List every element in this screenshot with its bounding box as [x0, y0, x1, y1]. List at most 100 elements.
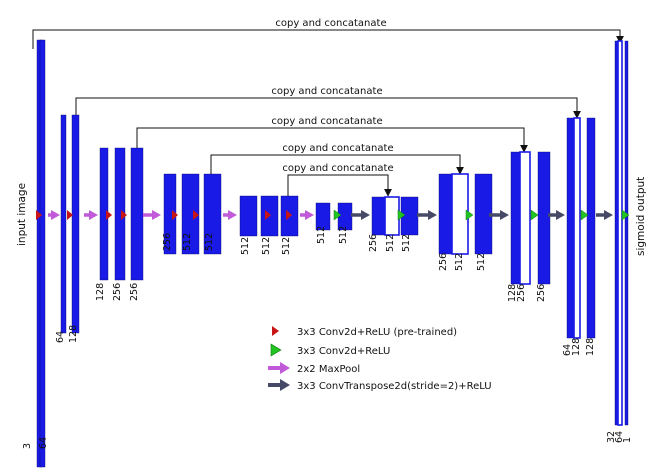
upconv-arrow-icon [351, 210, 370, 220]
channel-label: 512 [240, 237, 251, 255]
channel-label: 128 [507, 284, 518, 302]
skip-connection: copy and concatanate [32, 18, 624, 49]
legend-label-conv-pretrained: 3x3 Conv2d+ReLU (pre-trained) [297, 327, 457, 338]
channel-label: 64 [38, 437, 49, 449]
feature-block [586, 117, 596, 339]
conv-pretrained-arrow-icon [36, 210, 42, 220]
legend-item-maxpool: 2x2 MaxPool [268, 362, 360, 375]
maxpool-arrow-icon [48, 210, 60, 220]
feature-block [510, 151, 521, 285]
conv-pretrained-arrow-icon [193, 210, 199, 220]
feature-block [537, 151, 551, 285]
channel-label: 512 [476, 253, 487, 271]
legend-red-triangle-icon [272, 326, 279, 336]
input-label: input image [16, 183, 28, 246]
feature-block [130, 147, 144, 281]
upconv-arrow-icon [489, 210, 509, 220]
feature-block [438, 173, 454, 255]
skip-connection-label: copy and concatanate [271, 86, 382, 97]
feature-block [315, 202, 331, 231]
conv-arrow-icon [580, 209, 589, 221]
channel-label: 512 [338, 226, 349, 244]
channel-label: 256 [438, 253, 449, 271]
concat-block [617, 40, 623, 426]
feature-block [60, 114, 67, 334]
conv-arrow-icon [333, 209, 342, 221]
channel-label: 64 [614, 431, 625, 443]
channel-label: 256 [368, 234, 379, 252]
skip-connections: copy and concatanate copy and concatanate… [32, 18, 624, 202]
output-label: sigmoid output [635, 177, 647, 256]
skip-connection-line [136, 127, 528, 158]
channel-label: 128 [571, 338, 582, 356]
feature-block [39, 39, 46, 468]
maxpool-arrow-icon [84, 210, 98, 220]
operation-arrows [36, 209, 630, 221]
feature-block [71, 114, 80, 334]
channel-label: 3 [22, 443, 33, 449]
feature-block [566, 117, 575, 339]
channel-label: 512 [401, 234, 412, 252]
legend-item-conv: 3x3 Conv2d+ReLU [270, 343, 390, 357]
skip-connection-line [287, 174, 392, 202]
skip-connection-label: copy and concatanate [275, 18, 386, 29]
channel-label: 256 [162, 233, 173, 251]
concat-block [384, 196, 400, 236]
channel-label: 128 [68, 325, 79, 343]
legend: 3x3 Conv2d+ReLU (pre-trained) 3x3 Conv2d… [268, 326, 492, 392]
skip-connection: copy and concatanate [75, 86, 581, 124]
skip-connection-label: copy and concatanate [271, 116, 382, 127]
channel-label: 512 [261, 237, 272, 255]
conv-arrow-icon [530, 209, 539, 221]
concat-block [451, 173, 469, 255]
legend-label-maxpool: 2x2 MaxPool [297, 364, 360, 375]
conv-pretrained-arrow-icon [121, 210, 127, 220]
conv-pretrained-arrow-icon [67, 210, 73, 220]
conv-pretrained-arrow-icon [265, 210, 271, 220]
skip-connection-label: copy and concatanate [282, 163, 393, 174]
channel-label: 128 [585, 338, 596, 356]
channel-label: 512 [454, 253, 465, 271]
feature-block [371, 196, 386, 236]
legend-green-triangle-icon [270, 343, 282, 357]
maxpool-arrow-icon [300, 210, 314, 220]
channel-label: 1 [622, 437, 633, 443]
channel-label: 512 [385, 234, 396, 252]
conv-arrow-icon [465, 209, 474, 221]
skip-connection-line [32, 29, 624, 49]
legend-label-conv: 3x3 Conv2d+ReLU [297, 346, 390, 357]
channel-label: 256 [536, 284, 547, 302]
skip-connection-label: copy and concatanate [282, 143, 393, 154]
channel-label: 512 [281, 237, 292, 255]
upconv-arrow-icon [417, 210, 437, 220]
concat-block [519, 151, 531, 285]
channel-label: 512 [316, 226, 327, 244]
legend-label-upconv: 3x3 ConvTranspose2d(stride=2)+ReLU [297, 381, 492, 392]
upconv-arrow-icon [548, 210, 565, 220]
channel-label: 256 [516, 284, 527, 302]
skip-connection: copy and concatanate [136, 116, 528, 158]
channel-label: 64 [55, 331, 66, 343]
conv-pretrained-arrow-icon [172, 210, 178, 220]
legend-item-upconv: 3x3 ConvTranspose2d(stride=2)+ReLU [268, 379, 492, 392]
channel-label: 256 [129, 283, 140, 301]
channel-label: 32 [606, 431, 617, 443]
feature-block [624, 40, 629, 426]
feature-block [203, 173, 222, 255]
maxpool-arrow-icon [223, 210, 237, 220]
channel-label: 512 [204, 233, 215, 251]
skip-connection-line [210, 154, 464, 180]
conv-arrow-icon [621, 209, 630, 221]
conv-pretrained-arrow-icon [106, 210, 112, 220]
channel-label: 64 [562, 344, 573, 356]
skip-connection: copy and concatanate [282, 163, 394, 202]
channel-label: 256 [112, 283, 123, 301]
feature-block [239, 195, 258, 237]
skip-connection-line [75, 97, 581, 124]
legend-item-conv-pretrained: 3x3 Conv2d+ReLU (pre-trained) [272, 326, 457, 338]
feature-block [181, 173, 200, 255]
channel-label: 128 [95, 283, 106, 301]
concat-block [573, 117, 581, 339]
conv-arrow-icon [397, 209, 406, 221]
